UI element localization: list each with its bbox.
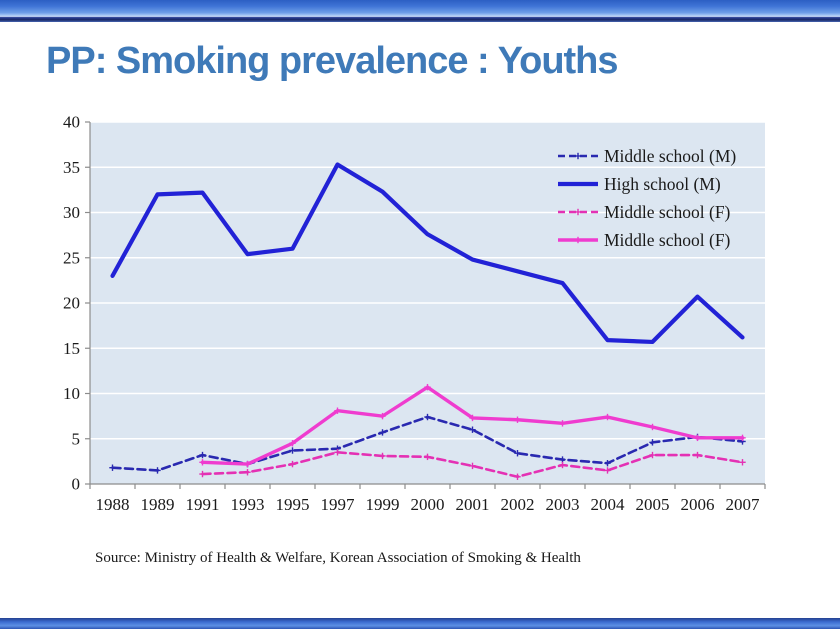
slide-title: PP: Smoking prevalence : Youths — [46, 40, 619, 82]
x-axis-tick-label: 2003 — [546, 495, 580, 514]
x-axis-tick-label: 2006 — [681, 495, 715, 514]
x-axis-tick-label: 2005 — [636, 495, 670, 514]
x-axis-tick-label: 1988 — [96, 495, 130, 514]
slide-footer-bar — [0, 618, 840, 629]
y-axis-tick-label: 10 — [63, 384, 80, 403]
y-axis-tick-label: 40 — [63, 113, 80, 132]
y-axis-tick-label: 35 — [63, 158, 80, 177]
y-axis-tick-label: 30 — [63, 203, 80, 222]
source-text: Source: Ministry of Health & Welfare, Ko… — [95, 550, 581, 566]
x-axis-tick-label: 1995 — [276, 495, 310, 514]
x-axis-tick-label: 1999 — [366, 495, 400, 514]
y-axis-tick-label: 25 — [63, 248, 80, 267]
x-axis-tick-label: 1989 — [141, 495, 175, 514]
x-axis-tick-label: 1991 — [186, 495, 220, 514]
x-axis-tick-label: 2007 — [726, 495, 761, 514]
x-axis-tick-label: 2002 — [501, 495, 535, 514]
legend-label: Middle school (F) — [604, 202, 731, 222]
legend-label: Middle school (F) — [604, 230, 731, 250]
y-axis-tick-label: 5 — [72, 429, 81, 448]
legend-label: High school (M) — [604, 174, 721, 194]
x-axis-tick-label: 1997 — [321, 495, 356, 514]
y-axis-tick-label: 15 — [63, 339, 80, 358]
x-axis-tick-label: 2004 — [591, 495, 626, 514]
series-line-high-school-m-solid — [110, 162, 745, 345]
x-axis-tick-label: 1993 — [231, 495, 265, 514]
legend-label: Middle school (M) — [604, 146, 736, 166]
y-axis-tick-label: 0 — [72, 475, 81, 494]
slide-header-bar — [0, 0, 840, 22]
y-axis-tick-label: 20 — [63, 294, 80, 313]
smoking-prevalence-line-chart: 0 5 10 15 20 25 30 35 40 1988 1989 1991 1993 1995 1997… — [63, 113, 766, 514]
x-axis-tick-label: 2000 — [411, 495, 445, 514]
x-axis-tick-label: 2001 — [456, 495, 490, 514]
